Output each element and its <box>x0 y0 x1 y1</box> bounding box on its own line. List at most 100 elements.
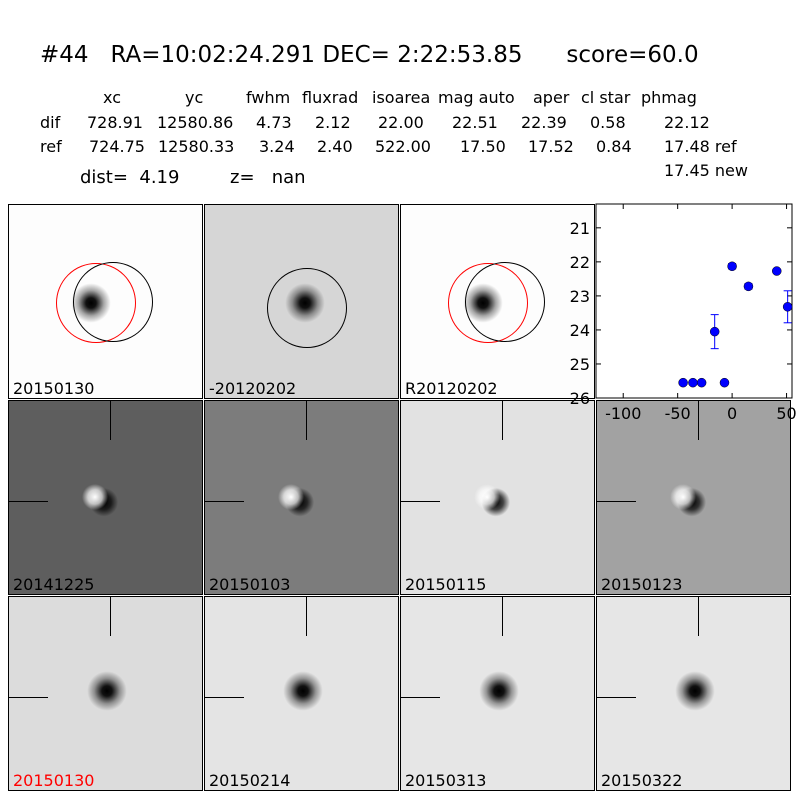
data-point <box>688 377 698 388</box>
data-point <box>782 302 793 312</box>
image-stamp: 20150322 <box>596 596 791 791</box>
black-circle-marker <box>267 268 347 348</box>
crosshair-vertical <box>110 401 111 440</box>
page-title: #44 RA=10:02:24.291 DEC= 2:22:53.85 scor… <box>40 42 699 68</box>
dif-value: 728.91 <box>87 113 143 132</box>
dif-value: 2.12 <box>315 113 351 132</box>
plot-frame <box>595 203 793 399</box>
ref-value: 2.40 <box>317 137 353 156</box>
black-circle-marker <box>465 262 545 342</box>
crosshair-horizontal <box>597 501 636 502</box>
crosshair-vertical <box>306 597 307 636</box>
crosshair-vertical <box>110 597 111 636</box>
data-point <box>696 377 707 388</box>
stamp-date-label: R20120202 <box>405 379 498 398</box>
ref-value: 17.50 <box>460 137 506 156</box>
column-header: aper <box>533 88 570 107</box>
crosshair-horizontal <box>9 697 48 698</box>
column-header: cl star <box>581 88 631 107</box>
crosshair-horizontal <box>9 501 48 502</box>
image-stamp: 20150123 <box>596 400 791 595</box>
ref-value: 724.75 <box>89 137 145 156</box>
crosshair-horizontal <box>205 697 244 698</box>
column-header: mag auto <box>438 88 515 107</box>
ref-value: 17.48 ref <box>664 137 737 156</box>
ref-value: 17.52 <box>528 137 574 156</box>
x-tick-label: -100 <box>605 404 641 423</box>
dif-value: 0.58 <box>590 113 626 132</box>
dist-value: dist= 4.19 <box>80 167 180 188</box>
source-blob <box>87 671 127 711</box>
crosshair-horizontal <box>597 697 636 698</box>
data-point <box>719 377 730 388</box>
column-header: xc <box>103 88 121 107</box>
crosshair-horizontal <box>205 501 244 502</box>
y-tick-label: 24 <box>570 321 590 340</box>
black-circle-marker <box>73 262 153 342</box>
image-stamp: R20120202 <box>400 204 595 399</box>
data-point <box>772 266 782 276</box>
image-stamp: 20150115 <box>400 400 595 595</box>
crosshair-vertical <box>698 597 699 636</box>
data-point <box>743 281 754 292</box>
light-curve-plot: 21 22 23 24 25 26 -100 -50 0 50 <box>570 203 797 423</box>
column-header: phmag <box>641 88 697 107</box>
image-stamp: -20120202 <box>204 204 399 399</box>
stamp-date-label: -20120202 <box>209 379 297 398</box>
stamp-date-label: 20150123 <box>601 575 683 594</box>
source-blob <box>283 671 323 711</box>
y-tick-label: 22 <box>570 253 590 272</box>
column-header: isoarea <box>372 88 431 107</box>
stamp-date-label: 20150115 <box>405 575 487 594</box>
image-stamp: 20150214 <box>204 596 399 791</box>
ref-value: 522.00 <box>375 137 431 156</box>
data-point <box>709 326 720 337</box>
source-blob <box>675 671 715 711</box>
dipole-residual <box>275 479 315 519</box>
stamp-date-label: 20150322 <box>601 771 683 790</box>
crosshair-vertical <box>306 401 307 440</box>
dif-value: 22.12 <box>664 113 710 132</box>
data-point <box>678 377 688 388</box>
ref-value: 12580.33 <box>158 137 235 156</box>
stamp-date-label: 20150214 <box>209 771 291 790</box>
x-tick-label: 50 <box>776 404 796 423</box>
stamp-date-label: 20150130 <box>13 379 95 398</box>
dif-value: 22.00 <box>378 113 424 132</box>
image-stamp: 20150130 <box>8 596 203 791</box>
y-tick-label: 26 <box>570 389 590 408</box>
column-header: fluxrad <box>302 88 359 107</box>
stamp-date-label: 20150103 <box>209 575 291 594</box>
dif-value: 22.39 <box>521 113 567 132</box>
dipole-residual <box>667 479 707 519</box>
dipole-residual <box>471 479 511 519</box>
crosshair-vertical <box>698 401 699 440</box>
y-tick-label: 21 <box>570 219 590 238</box>
new-phmag: 17.45 new <box>664 161 748 180</box>
y-tick-label: 25 <box>570 355 590 374</box>
crosshair-horizontal <box>401 697 440 698</box>
image-stamp: 20150313 <box>400 596 595 791</box>
dif-value: 22.51 <box>452 113 498 132</box>
stamp-date-label: 20150130 <box>13 771 95 790</box>
ref-value: 3.24 <box>259 137 295 156</box>
column-header: yc <box>185 88 204 107</box>
image-stamp: 20141225 <box>8 400 203 595</box>
crosshair-vertical <box>502 597 503 636</box>
image-stamp: 20150103 <box>204 400 399 595</box>
x-tick-label: 0 <box>727 404 737 423</box>
y-tick-label: 23 <box>570 287 590 306</box>
image-stamp: 20150130 <box>8 204 203 399</box>
data-point <box>727 261 737 272</box>
dif-value: 12580.86 <box>157 113 234 132</box>
z-value: z= nan <box>230 167 306 188</box>
ref-value: 0.84 <box>596 137 632 156</box>
dipole-residual <box>79 479 119 519</box>
ref-label: ref <box>40 137 62 156</box>
crosshair-vertical <box>502 401 503 440</box>
crosshair-horizontal <box>401 501 440 502</box>
dif-label: dif <box>40 113 61 132</box>
source-blob <box>479 671 519 711</box>
column-header: fwhm <box>246 88 291 107</box>
stamp-date-label: 20150313 <box>405 771 487 790</box>
